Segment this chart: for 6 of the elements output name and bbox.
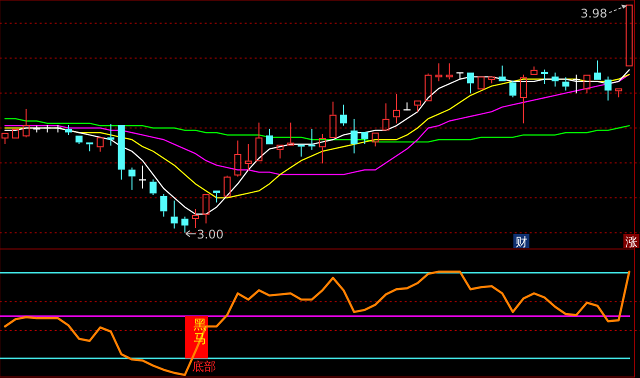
annotation: 3.00	[196, 228, 224, 242]
annotation: 3.98	[580, 4, 628, 21]
annotation: 底部	[192, 359, 216, 374]
annotation: 3.00	[185, 228, 224, 242]
annotation: 黑马	[194, 318, 206, 348]
annotation: 3.98	[580, 6, 608, 21]
